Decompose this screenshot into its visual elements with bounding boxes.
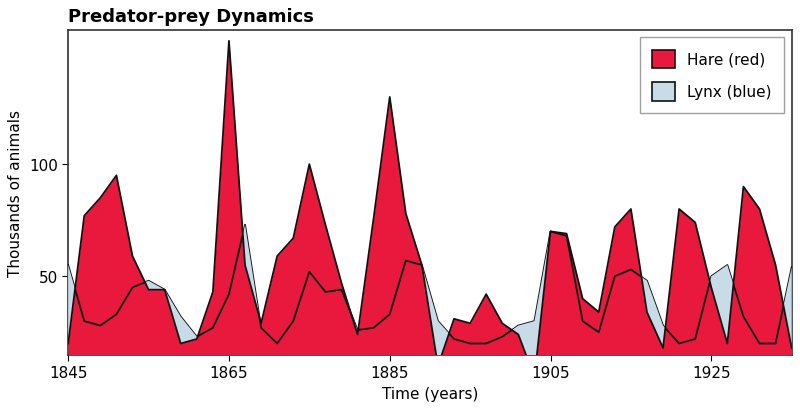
Y-axis label: Thousands of animals: Thousands of animals: [8, 110, 23, 276]
Legend: Hare (red), Lynx (blue): Hare (red), Lynx (blue): [640, 38, 784, 114]
X-axis label: Time (years): Time (years): [382, 386, 478, 401]
Text: Predator-prey Dynamics: Predator-prey Dynamics: [68, 8, 314, 26]
